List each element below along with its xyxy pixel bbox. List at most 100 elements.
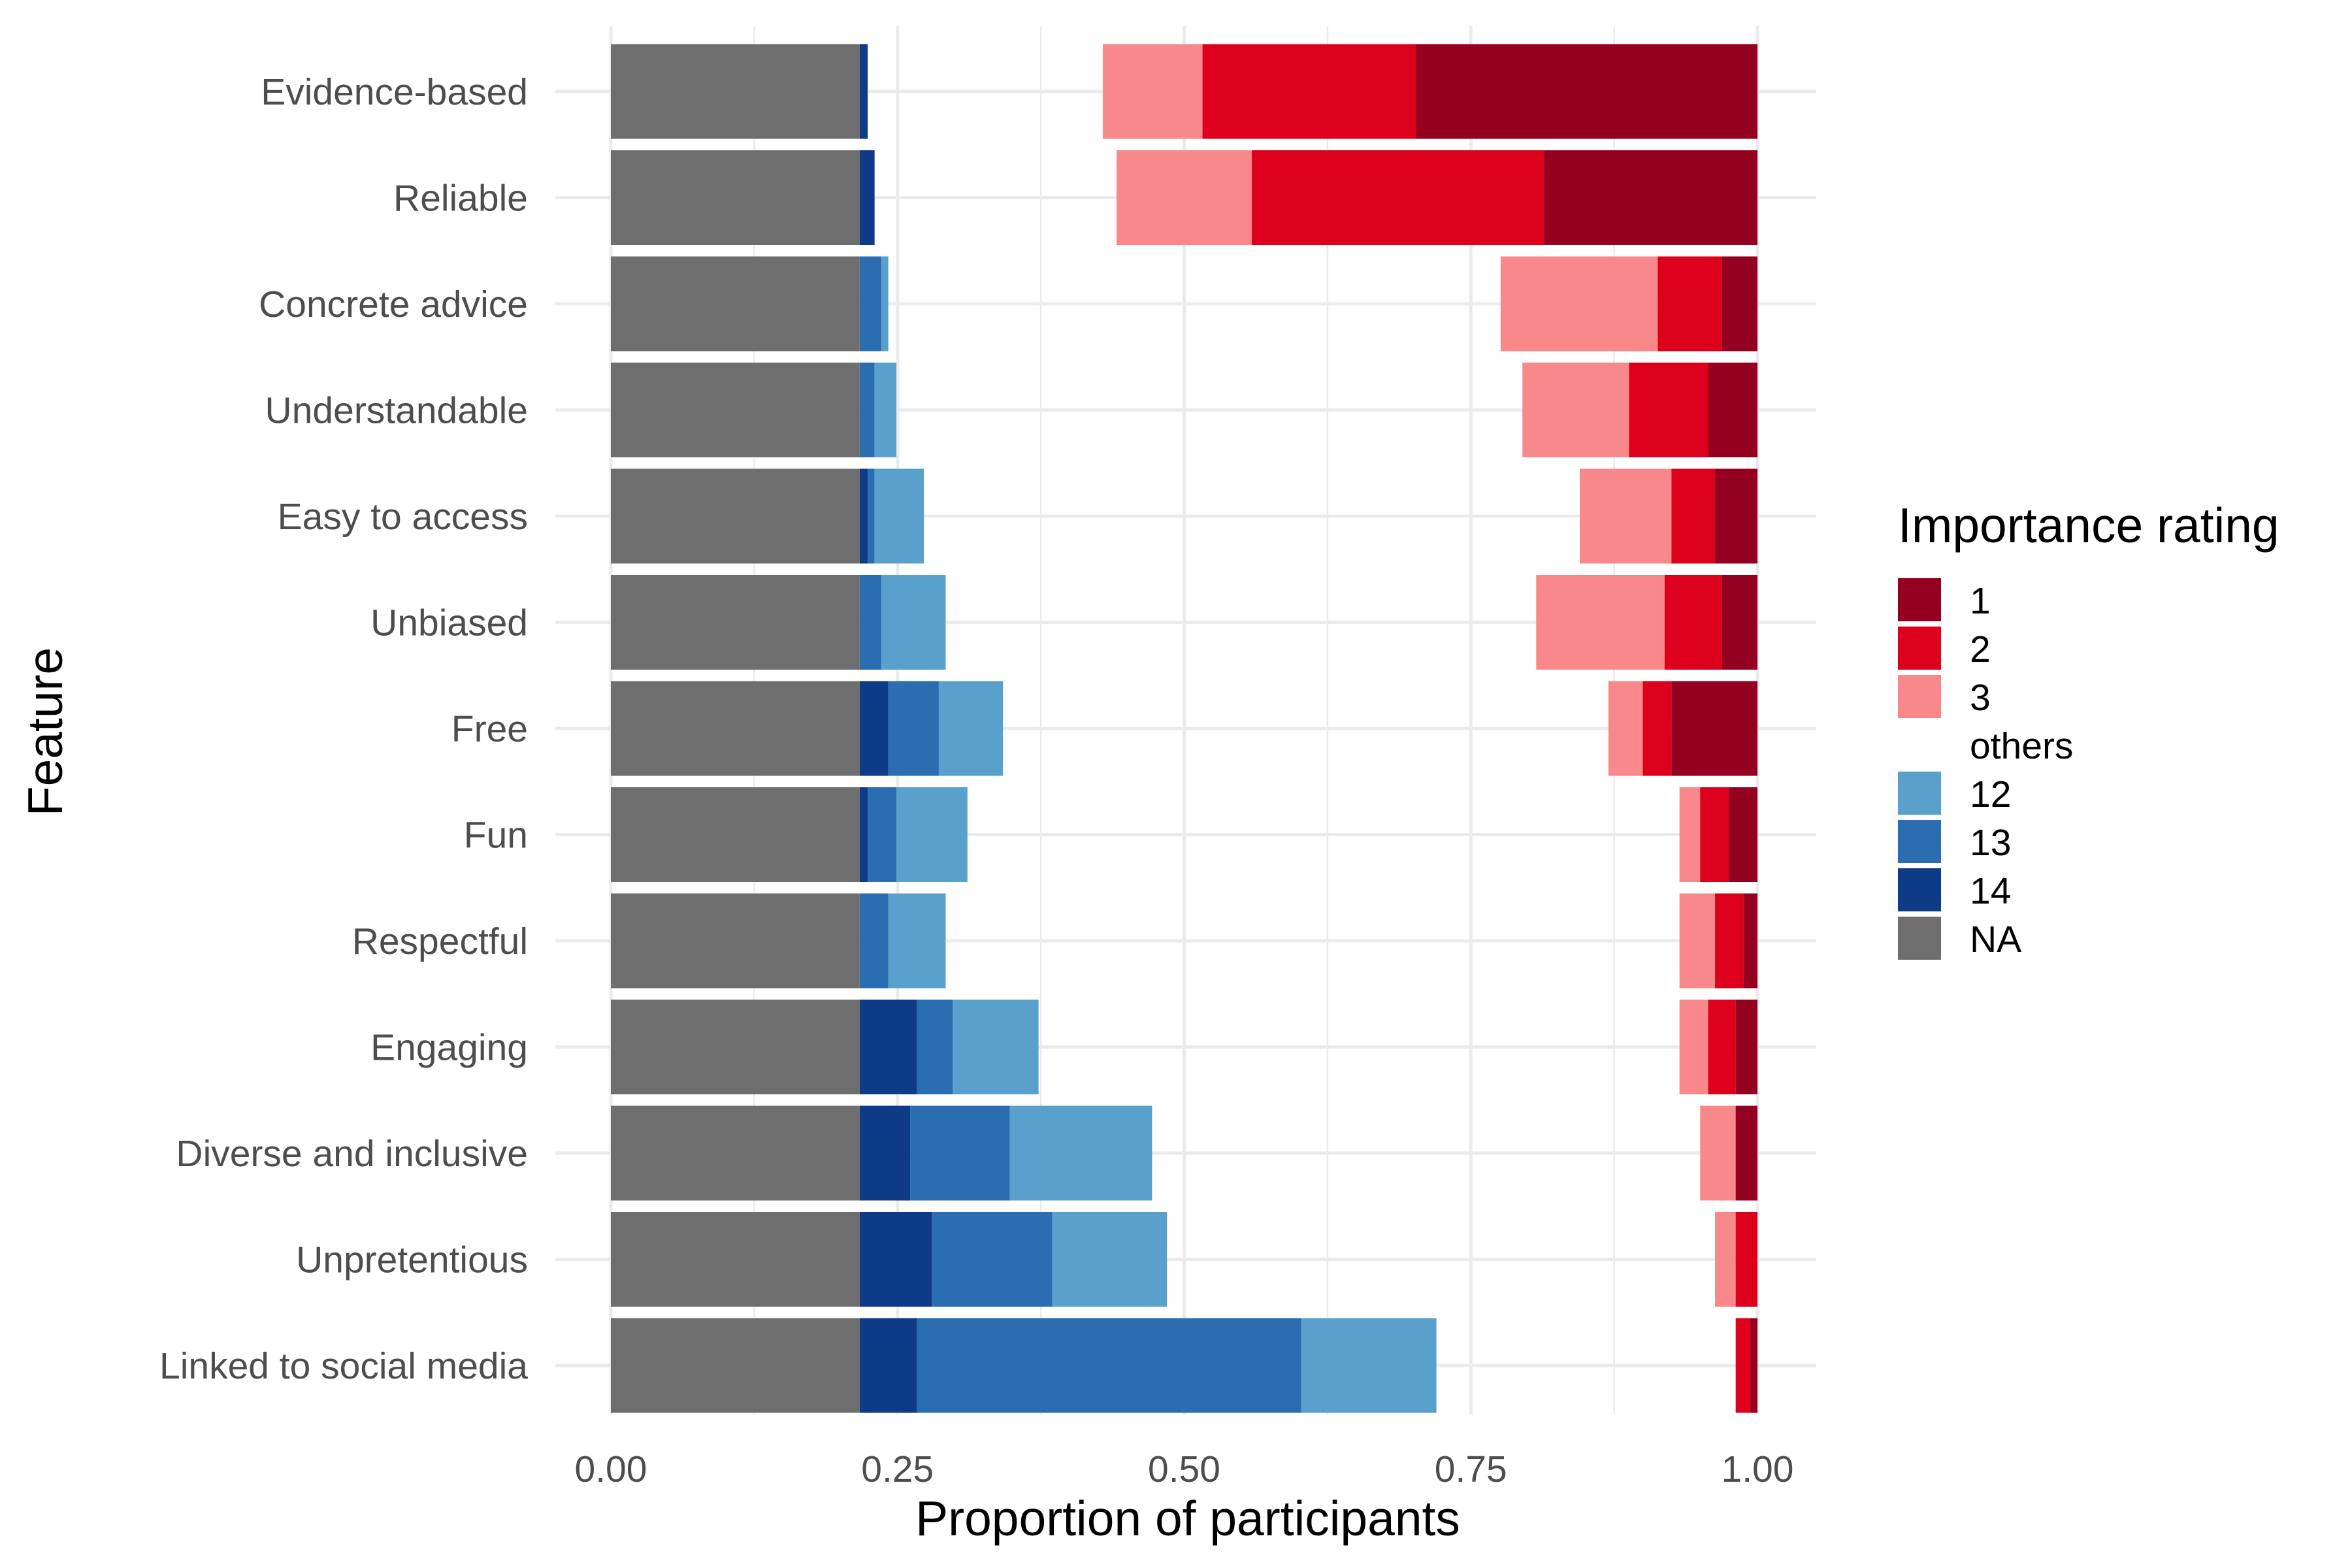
bar-segment <box>859 787 868 882</box>
bar-segment <box>917 1318 1301 1413</box>
y-tick-labels: Evidence-based Reliable Concrete advice Und… <box>159 71 528 1387</box>
legend-key <box>1898 578 1941 621</box>
bar-segment <box>1715 1212 1736 1307</box>
bar-segment <box>611 1000 860 1094</box>
y-tick-label: Easy to access <box>278 496 528 538</box>
y-tick-label: Diverse and inclusive <box>176 1133 528 1175</box>
bar-segment <box>881 256 889 351</box>
x-tick-label: 0.25 <box>861 1448 934 1490</box>
bar-segment <box>859 681 889 776</box>
bar-segment <box>1629 363 1708 457</box>
y-tick-label: Engaging <box>370 1027 528 1069</box>
bar-segment <box>1500 256 1658 351</box>
bar-segment <box>611 363 860 457</box>
bar-segment <box>1679 787 1701 882</box>
legend-label: 2 <box>1970 629 1991 670</box>
bar-segment <box>1301 1318 1437 1413</box>
bar-segment <box>1735 1000 1757 1094</box>
legend-title: Importance rating <box>1898 498 2279 553</box>
y-tick-label: Understandable <box>265 390 528 432</box>
bar-segment <box>611 468 860 564</box>
bar-segment <box>1700 1105 1736 1201</box>
bar-segment <box>888 681 939 776</box>
bar-segment <box>917 1000 953 1094</box>
bar-segment <box>910 1105 1010 1201</box>
bar-segment <box>859 44 868 139</box>
bar-segment <box>859 575 882 670</box>
bar-segment <box>1608 681 1643 776</box>
y-tick-label: Unpretentious <box>296 1239 528 1281</box>
bar-segment <box>1735 1105 1757 1201</box>
bar-segment <box>868 787 896 882</box>
bar-segment <box>611 893 860 988</box>
bar-segment <box>859 1212 932 1307</box>
bar-segment <box>611 681 860 776</box>
legend-key <box>1898 675 1941 718</box>
bar-segment <box>1544 150 1757 245</box>
bar-segment <box>1722 575 1757 670</box>
bar-segment <box>859 150 875 245</box>
bar-segment <box>859 468 868 564</box>
y-tick-label: Unbiased <box>370 602 528 644</box>
bar-segment <box>1715 893 1744 988</box>
bar-segment <box>1664 575 1722 670</box>
bar-segment <box>859 256 882 351</box>
bar-segment <box>1536 575 1665 670</box>
bar-segment <box>1671 681 1757 776</box>
bar-segment <box>932 1212 1053 1307</box>
bar-segment <box>896 787 968 882</box>
y-tick-label: Respectful <box>352 921 528 962</box>
bar-segment <box>1671 468 1716 564</box>
bar-segment <box>874 363 896 457</box>
bar-segment <box>1052 1212 1168 1307</box>
x-tick-label: 0.75 <box>1435 1448 1507 1490</box>
bar-segment <box>874 468 924 564</box>
y-tick-label: Concrete advice <box>259 284 528 325</box>
bar-segment <box>1252 150 1544 245</box>
bar-segment <box>611 1318 860 1413</box>
bars <box>611 44 1757 1413</box>
bar-segment <box>1708 363 1757 457</box>
bar-segment <box>1102 44 1203 139</box>
legend-label: 3 <box>1970 677 1991 719</box>
bar-segment <box>611 150 860 245</box>
bar-segment <box>611 44 860 139</box>
legend-key <box>1898 772 1941 815</box>
x-axis-title: Proportion of participants <box>915 1491 1460 1546</box>
bar-segment <box>611 787 860 882</box>
x-tick-labels: 0.00 0.25 0.50 0.75 1.00 <box>575 1448 1794 1490</box>
bar-segment <box>1743 893 1757 988</box>
bar-segment <box>1735 1318 1751 1413</box>
y-tick-label: Reliable <box>393 178 528 220</box>
legend-label: 13 <box>1970 822 2011 864</box>
bar-segment <box>1708 1000 1736 1094</box>
bar-segment <box>1715 468 1757 564</box>
bar-segment <box>868 468 875 564</box>
bar-segment <box>1750 1318 1757 1413</box>
bar-segment <box>611 1105 860 1201</box>
x-tick-label: 1.00 <box>1722 1448 1794 1490</box>
bar-segment <box>1416 44 1757 139</box>
legend-label: others <box>1970 725 2073 767</box>
x-tick-label: 0.00 <box>575 1448 647 1490</box>
legend-label: 14 <box>1970 870 2011 912</box>
y-axis-title: Feature <box>18 647 73 816</box>
legend-key <box>1898 917 1941 960</box>
legend-key <box>1898 627 1941 670</box>
bar-segment <box>1202 44 1416 139</box>
bar-segment <box>1009 1105 1152 1201</box>
y-tick-label: Fun <box>464 815 528 857</box>
legend-label: 12 <box>1970 774 2011 815</box>
legend-label: 1 <box>1970 580 1991 622</box>
bar-segment <box>1116 150 1252 245</box>
bar-segment <box>1679 893 1716 988</box>
bar-segment <box>1700 787 1729 882</box>
bar-segment <box>859 893 889 988</box>
legend-key <box>1898 868 1941 911</box>
bar-segment <box>1729 787 1757 882</box>
bar-segment <box>859 363 875 457</box>
bar-segment <box>1658 256 1722 351</box>
